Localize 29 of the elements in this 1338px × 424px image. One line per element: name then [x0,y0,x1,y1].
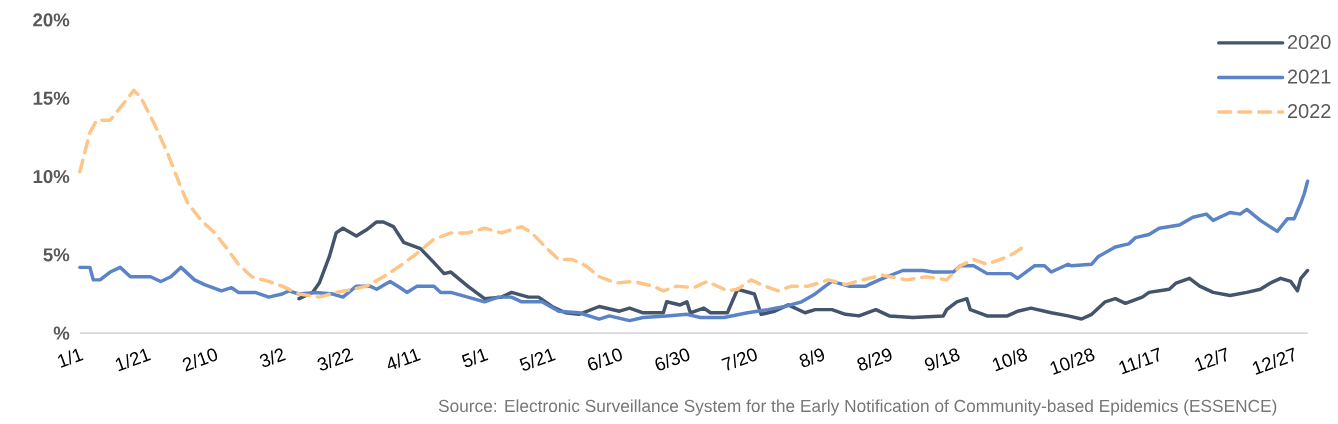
x-tick-label: 12/27 [1252,347,1294,375]
x-tick-label: 7/20 [721,348,757,371]
legend-label: 2021 [1287,69,1331,84]
x-tick-label: 2/10 [182,348,218,372]
x-tick-label: 5/21 [519,348,556,371]
x-tick-label: 12/7 [1195,347,1227,372]
x-tick-label: 1/1 [58,348,84,368]
legend-label: 2020 [1287,34,1331,50]
source-note: Source: Electronic Surveillance System for the Early Notification of Community-based Epidemics (ESSENCE) [438,399,1277,416]
x-tick-label: 6/10 [587,348,622,371]
x-tick-label: 3/22 [317,348,354,371]
x-tick-label: 3/2 [259,348,286,368]
x-tick-label: 8/29 [857,348,892,371]
x-tick-label: 10/28 [1050,348,1095,375]
y-tick-label: 15% [33,91,70,105]
x-tick-label: 1/21 [115,348,151,372]
x-tick-label: 5/1 [461,348,489,368]
line-series [297,220,1310,321]
x-tick-label: 6/30 [655,348,690,371]
x-tick-label: 9/18 [924,348,960,371]
x-tick-label: 11/17 [1119,347,1159,375]
x-tick-label: 8/9 [799,348,825,368]
y-tick-label: 10% [33,169,70,184]
y-tick-label: 20% [33,13,70,27]
y-tick-label: 5% [43,248,70,262]
y-tick-label: % [53,326,70,340]
x-tick-label: 4/11 [387,348,421,370]
x-tick-label: 10/8 [992,348,1028,372]
legend-label: 2022 [1287,104,1331,119]
